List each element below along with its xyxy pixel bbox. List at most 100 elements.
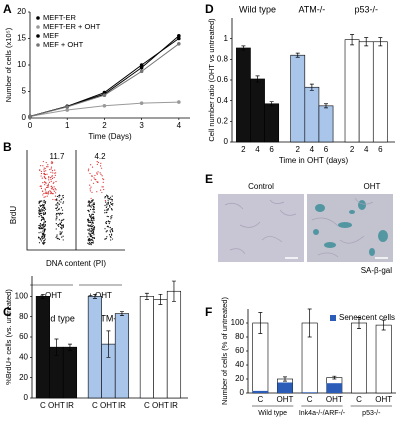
dot	[94, 178, 96, 180]
dot	[109, 226, 111, 229]
dot	[41, 206, 44, 208]
dot	[46, 185, 48, 187]
dot	[87, 221, 90, 223]
dot	[105, 206, 107, 208]
dot	[90, 221, 92, 223]
dot	[52, 182, 54, 184]
marker	[102, 90, 107, 95]
x-tick-label: 3	[139, 121, 144, 130]
dot	[43, 231, 46, 233]
error-bar	[350, 34, 355, 46]
dot	[43, 199, 45, 202]
dot	[39, 239, 41, 241]
dot	[101, 175, 103, 177]
x-tick-label: OHT	[48, 401, 65, 410]
dot	[61, 236, 63, 238]
dot	[92, 229, 95, 231]
dot	[89, 200, 91, 202]
dot	[42, 235, 44, 238]
dot	[90, 179, 92, 181]
dot	[62, 202, 64, 204]
dot	[42, 203, 44, 206]
dot	[99, 189, 102, 191]
image-title: Control	[248, 182, 274, 191]
dot	[93, 207, 95, 209]
dot	[88, 242, 91, 244]
dot	[40, 185, 42, 187]
dot	[91, 204, 93, 206]
dot	[62, 194, 64, 197]
micrograph	[218, 194, 304, 262]
dot	[58, 213, 60, 215]
dot	[112, 230, 114, 233]
dot	[44, 192, 46, 194]
dot	[43, 167, 45, 169]
condition-label: - OHT	[40, 291, 62, 300]
dot	[93, 211, 96, 213]
dot	[42, 182, 44, 184]
dot	[109, 230, 111, 232]
x-tick-label: 2	[102, 121, 107, 130]
error-bar	[357, 317, 361, 329]
dot	[87, 229, 89, 231]
dot	[56, 213, 58, 215]
dot	[97, 181, 99, 183]
dot	[43, 207, 45, 209]
dot	[112, 204, 114, 206]
dot	[44, 201, 47, 203]
dot	[49, 177, 52, 179]
x-tick-label: 4	[177, 121, 182, 130]
dot	[61, 219, 63, 221]
dot	[110, 216, 112, 218]
percentage: 11.7	[50, 152, 66, 161]
dot	[47, 193, 50, 195]
group-label: Ink4a-/-/ARF-/-	[299, 410, 346, 417]
stained-cells	[313, 200, 388, 256]
dot	[42, 224, 44, 227]
dot	[51, 160, 53, 163]
dot	[96, 172, 98, 174]
dot	[51, 170, 54, 172]
dot	[44, 233, 46, 236]
dot	[58, 203, 60, 205]
dot	[88, 233, 90, 235]
dot	[44, 177, 47, 179]
dot	[44, 228, 47, 230]
dot	[44, 224, 46, 226]
dot	[89, 184, 91, 186]
dot	[38, 236, 40, 238]
dot	[46, 166, 48, 168]
dot	[62, 219, 64, 221]
dot	[51, 176, 53, 178]
dot	[38, 216, 40, 218]
bar	[351, 322, 367, 394]
dot	[39, 165, 42, 167]
dot	[106, 195, 108, 197]
dot	[91, 235, 93, 237]
dot	[50, 180, 52, 182]
cell-outlines	[224, 197, 374, 258]
dot	[109, 236, 112, 238]
dot	[104, 212, 106, 214]
group-label: Wild type	[239, 4, 276, 14]
dot	[106, 236, 108, 238]
dot	[50, 178, 52, 181]
dot	[54, 169, 56, 171]
y-tick-label: 0	[22, 113, 27, 122]
dot	[44, 173, 47, 176]
dot	[55, 236, 57, 238]
dot	[40, 205, 42, 207]
dot	[42, 218, 44, 220]
error-bar	[283, 376, 287, 382]
dot	[50, 192, 52, 195]
dot	[41, 208, 43, 210]
dot	[49, 190, 51, 192]
dot	[41, 210, 43, 212]
dot	[96, 191, 98, 193]
group-label: ATM-/-	[298, 4, 325, 14]
dot	[43, 192, 45, 195]
dot	[60, 213, 62, 215]
error-bar	[106, 330, 111, 358]
x-tick-label: C	[92, 401, 98, 410]
y-tick-label: 100	[231, 318, 245, 327]
